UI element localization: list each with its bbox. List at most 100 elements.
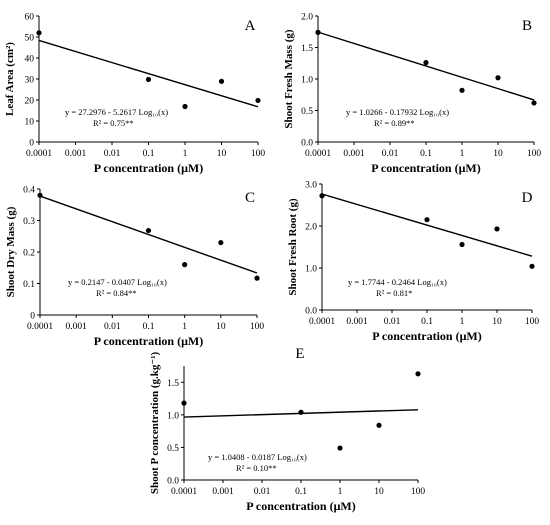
data-point [376, 422, 382, 428]
x-tick-label: 0.001 [343, 149, 365, 159]
y-tick-label: 60 [25, 13, 35, 23]
chart-panel-c: 0 0.1 0.2 0.3 0.4 0.0001 0.001 0.01 0.1 1 10 100 y =… [5, 186, 264, 349]
x-tick-label: 100 [411, 487, 426, 497]
r-squared: R² = 0.81* [376, 288, 412, 298]
x-tick-label: 10 [374, 487, 384, 497]
y-tick-label: 1.5 [301, 44, 313, 54]
x-tick-label: 0.1 [143, 149, 155, 159]
x-tick-label: 0.1 [295, 487, 307, 497]
y-tick-label: 40 [25, 55, 35, 65]
trend-line [39, 195, 258, 274]
y-tick-label: 0.4 [23, 186, 35, 196]
x-tick-label: 1 [460, 149, 465, 159]
regression-equation: y = 1.0266 - 0.17932 Log₁₀(x) [346, 107, 449, 117]
y-tick-label: 20 [25, 97, 35, 107]
y-tick-label: 0.1 [23, 280, 35, 290]
y-tick-label: 0.0 [301, 139, 313, 149]
r-squared: R² = 0.10** [236, 463, 277, 473]
y-tick-label: 1.0 [167, 411, 179, 421]
data-point [255, 97, 261, 104]
x-tick-label: 0.1 [421, 317, 433, 327]
x-tick-label: 100 [251, 149, 266, 159]
data-point [298, 409, 304, 415]
x-tick-label: 0.01 [104, 322, 121, 332]
x-tick-label: 1 [338, 487, 343, 497]
data-point [181, 400, 187, 406]
r-squared: R² = 0.89** [374, 118, 415, 128]
data-point [218, 78, 225, 84]
data-point [254, 275, 260, 281]
x-tick-label: 100 [250, 322, 265, 332]
x-tick-label: 0.01 [384, 317, 401, 327]
y-tick-label: 0.5 [167, 444, 179, 454]
x-tick-label: 0.0001 [309, 317, 335, 327]
y-tick-label: 0 [29, 139, 34, 149]
x-tick-label: 10 [217, 149, 227, 159]
x-axis-title: P concentration (μM) [372, 329, 481, 343]
x-tick-label: 0.0001 [171, 487, 197, 497]
y-axis-title: Shoot Fresh Root (g) [287, 198, 299, 296]
x-axis-title: P concentration (μM) [94, 334, 203, 348]
x-tick-label: 0.001 [212, 487, 234, 497]
data-point [36, 30, 42, 36]
x-tick-label: 0.0001 [27, 322, 53, 332]
y-tick-label: 0.0 [167, 477, 179, 487]
panel-label: A [245, 18, 256, 34]
y-tick-label: 1.0 [301, 76, 313, 86]
y-tick-label: 3.0 [305, 181, 317, 191]
data-point [218, 239, 224, 246]
r-squared: R² = 0.84** [96, 288, 137, 298]
x-tick-label: 10 [216, 322, 226, 332]
y-tick-label: 1.0 [305, 265, 317, 275]
data-point [145, 227, 152, 234]
data-point [494, 226, 500, 232]
y-tick-label: 0 [30, 312, 35, 322]
regression-equation: y = 0.2147 - 0.0407 Log₁₀(x) [68, 277, 167, 287]
y-tick-label: 10 [25, 118, 35, 128]
panel-label: B [522, 18, 532, 34]
x-axis-title: P concentration (μM) [94, 161, 203, 175]
x-tick-label: 100 [527, 149, 542, 159]
chart-panel-e: 0.0 0.5 1.0 1.5 0.0001 0.001 0.01 0.1 1 10 100 y = … [149, 346, 425, 513]
y-axis-title: Shoot Dry Mass (g) [5, 206, 17, 297]
data-point [182, 262, 188, 268]
y-axis-title: Leaf Area (cm²) [4, 42, 16, 116]
data-point [145, 76, 152, 83]
x-tick-label: 0.01 [382, 149, 399, 159]
panel-label: D [522, 190, 533, 206]
trend-line [321, 193, 533, 257]
data-point [319, 193, 325, 199]
y-tick-label: 0.0 [305, 307, 317, 317]
trend-line [38, 39, 259, 108]
panel-label: C [245, 190, 255, 206]
y-tick-label: 30 [25, 76, 35, 86]
y-tick-label: 2.0 [305, 223, 317, 233]
x-tick-label: 0.001 [346, 317, 368, 327]
y-tick-label: 0.2 [23, 249, 35, 259]
data-point [423, 60, 429, 66]
x-tick-label: 1 [183, 149, 188, 159]
y-tick-label: 1.5 [167, 379, 179, 389]
data-point [459, 87, 465, 93]
data-point [415, 371, 421, 377]
trend-line [317, 31, 535, 101]
x-axis-title: P concentration (μM) [371, 161, 480, 175]
x-tick-label: 0.1 [420, 149, 432, 159]
x-tick-label: 1 [182, 322, 187, 332]
x-tick-label: 0.0001 [26, 149, 52, 159]
chart-panel-b: 0.0 0.5 1.0 1.5 2.0 0.0001 0.001 0.01 0.1 1 10 100 y… [283, 13, 541, 176]
x-tick-label: 10 [492, 317, 502, 327]
y-tick-label: 0.5 [301, 107, 313, 117]
data-point [315, 29, 321, 35]
r-squared: R² = 0.75** [93, 118, 134, 128]
data-point [37, 192, 43, 198]
x-tick-label: 0.001 [65, 149, 87, 159]
data-point [531, 100, 537, 106]
x-tick-label: 0.0001 [305, 149, 331, 159]
regression-equation: y = 27.2976 - 5.2617 Log₁₀(x) [65, 107, 168, 117]
y-axis-title: Shoot P concentration (g.kg⁻¹) [149, 352, 161, 495]
data-point [424, 217, 430, 223]
x-tick-label: 1 [460, 317, 465, 327]
data-point [182, 103, 188, 110]
